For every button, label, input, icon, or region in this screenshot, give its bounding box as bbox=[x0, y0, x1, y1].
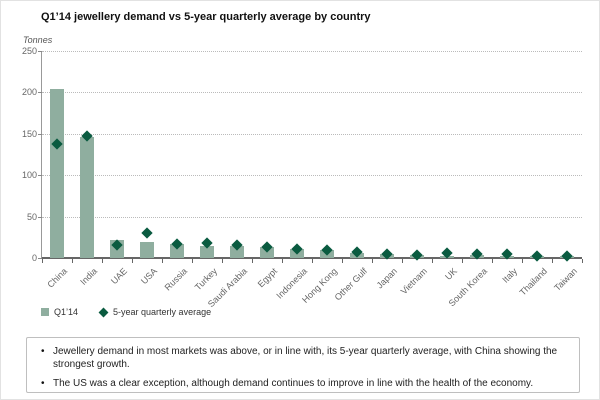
bullet-icon: • bbox=[41, 346, 45, 357]
x-tick bbox=[42, 259, 43, 263]
legend-label: Q1’14 bbox=[54, 307, 79, 317]
x-category-label: India bbox=[78, 266, 100, 287]
gridline bbox=[42, 133, 582, 135]
bar bbox=[170, 243, 184, 258]
gridline bbox=[42, 216, 582, 218]
bar bbox=[200, 245, 214, 258]
note-text: The US was a clear exception, although d… bbox=[53, 378, 534, 390]
x-tick bbox=[252, 259, 253, 263]
x-tick bbox=[552, 259, 553, 263]
x-category-label: China bbox=[45, 266, 70, 290]
bar bbox=[140, 242, 154, 258]
bar-swatch-icon bbox=[41, 308, 49, 316]
x-tick bbox=[132, 259, 133, 263]
x-category-label: Turkey bbox=[192, 266, 220, 293]
x-category-label: USA bbox=[138, 266, 160, 287]
note-text: Jewellery demand in most markets was abo… bbox=[53, 346, 558, 371]
y-tick bbox=[38, 175, 42, 177]
bullet-icon: • bbox=[41, 378, 45, 390]
chart-plot-area: 0 50 100 150 200 250 China India UAE USA Russia Tur… bbox=[22, 46, 583, 309]
avg-diamond bbox=[141, 227, 153, 239]
y-tick-label: 0 bbox=[31, 253, 37, 263]
x-category-label: Vietnam bbox=[398, 266, 430, 297]
x-tick bbox=[102, 259, 103, 263]
x-tick bbox=[222, 259, 223, 263]
x-tick bbox=[312, 259, 313, 263]
legend-item-q114: Q1’14 bbox=[41, 307, 78, 317]
y-tick-label: 250 bbox=[21, 46, 37, 56]
bar bbox=[50, 89, 64, 258]
note-item: • Jewellery demand in most markets was a… bbox=[41, 345, 565, 371]
x-category-label: Italy bbox=[500, 266, 520, 285]
x-category-label: Japan bbox=[374, 266, 400, 291]
x-tick bbox=[402, 259, 403, 263]
x-category-label: Russia bbox=[162, 266, 190, 293]
x-category-label: UAE bbox=[108, 266, 130, 287]
commentary-box: • Jewellery demand in most markets was a… bbox=[26, 337, 580, 393]
diamond-swatch-icon bbox=[98, 307, 109, 317]
x-tick bbox=[462, 259, 463, 263]
gridline bbox=[42, 175, 582, 177]
avg-diamond bbox=[531, 249, 543, 262]
x-tick bbox=[372, 259, 373, 263]
y-tick-label: 200 bbox=[21, 87, 37, 98]
chart-title: Q1’14 jewellery demand vs 5-year quarter… bbox=[41, 11, 371, 23]
x-category-label: Thailand bbox=[517, 266, 550, 298]
bar bbox=[230, 246, 244, 258]
x-axis-line bbox=[42, 257, 582, 259]
bar bbox=[80, 137, 94, 258]
avg-diamond bbox=[561, 250, 573, 263]
y-tick bbox=[38, 92, 42, 94]
x-tick bbox=[492, 259, 493, 263]
x-category-label: Taiwan bbox=[552, 266, 580, 293]
y-axis-unit-label: Tonnes bbox=[23, 35, 53, 45]
gridline bbox=[42, 92, 582, 94]
x-tick bbox=[342, 259, 343, 263]
x-category-label: Egypt bbox=[255, 266, 280, 290]
x-tick bbox=[522, 259, 523, 263]
x-tick bbox=[432, 259, 433, 263]
note-item: • The US was a clear exception, although… bbox=[41, 377, 565, 390]
x-tick bbox=[282, 259, 283, 263]
y-tick bbox=[38, 133, 42, 135]
y-tick bbox=[38, 51, 42, 52]
y-tick-label: 50 bbox=[26, 211, 37, 222]
legend-item-average: 5-year quarterly average bbox=[98, 307, 212, 317]
y-tick-label: 100 bbox=[21, 170, 37, 181]
x-tick bbox=[582, 259, 583, 263]
gridline bbox=[42, 51, 582, 52]
y-tick bbox=[38, 258, 42, 259]
chart-legend: Q1’14 5-year quarterly average bbox=[41, 307, 233, 317]
y-tick bbox=[38, 216, 42, 218]
x-category-label: UK bbox=[443, 266, 460, 282]
legend-label: 5-year quarterly average bbox=[113, 307, 212, 317]
x-tick bbox=[72, 259, 73, 263]
x-tick bbox=[162, 259, 163, 263]
x-tick bbox=[192, 259, 193, 263]
y-tick-label: 150 bbox=[21, 128, 37, 139]
